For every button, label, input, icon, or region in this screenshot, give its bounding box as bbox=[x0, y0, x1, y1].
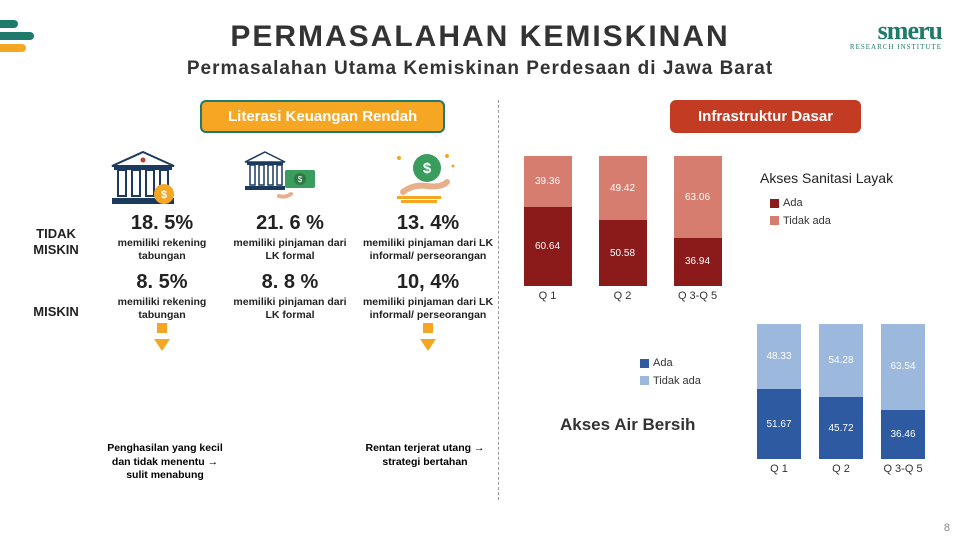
arrow-stem-icon bbox=[423, 323, 433, 333]
bar-xlabel: Q 3-Q 5 bbox=[883, 463, 922, 475]
legend-swatch bbox=[640, 359, 649, 368]
bar-stack: 60.6439.36 bbox=[524, 156, 572, 286]
stat-cell: 13. 4% memiliki pinjaman dari LK informa… bbox=[358, 212, 498, 263]
stat-desc: memiliki rekening tabungan bbox=[102, 296, 222, 322]
bottom-note-1: Penghasilan yang kecil dan tidak menentu… bbox=[100, 442, 230, 483]
chart1-legend: Ada Tidak ada bbox=[770, 195, 831, 230]
stat-cell: 21. 6 % memiliki pinjaman dari LK formal bbox=[230, 212, 350, 263]
legend-label: Ada bbox=[653, 357, 673, 369]
chart2-legend: Ada Tidak ada bbox=[640, 355, 701, 390]
slide: smeru RESEARCH INSTITUTE PERMASALAHAN KE… bbox=[0, 0, 960, 540]
svg-text:$: $ bbox=[160, 189, 166, 201]
svg-text:$: $ bbox=[422, 160, 431, 177]
bar-xlabel: Q 2 bbox=[614, 290, 632, 302]
row-label-tidak-miskin: TIDAK MISKIN bbox=[18, 226, 94, 257]
icons-row: $ $ $ bbox=[100, 148, 465, 210]
bar-segment: 45.72 bbox=[819, 397, 863, 459]
bar-xlabel: Q 1 bbox=[539, 290, 557, 302]
legend-swatch bbox=[640, 376, 649, 385]
stat-cell: 18. 5% memiliki rekening tabungan bbox=[102, 212, 222, 263]
stat-pct: 8. 5% bbox=[102, 271, 222, 294]
bar-column: 50.5849.42 Q 2 bbox=[595, 156, 650, 302]
legend-label: Tidak ada bbox=[653, 375, 701, 387]
bar-column: 36.9463.06 Q 3-Q 5 bbox=[670, 156, 725, 302]
bar-xlabel: Q 3-Q 5 bbox=[678, 290, 717, 302]
bottom-note-2: Rentan terjerat utang → strategi bertaha… bbox=[360, 442, 490, 483]
loan-informal-icon: $ bbox=[380, 148, 465, 210]
row-label-miskin: MISKIN bbox=[18, 304, 94, 320]
bar-segment: 36.46 bbox=[881, 410, 925, 459]
stat-desc: memiliki pinjaman dari LK formal bbox=[230, 296, 350, 322]
bar-segment: 49.42 bbox=[599, 156, 647, 220]
svg-text:$: $ bbox=[297, 175, 302, 184]
stat-pct: 21. 6 % bbox=[230, 212, 350, 235]
bar-segment: 50.58 bbox=[599, 220, 647, 286]
chart-sanitasi: 60.6439.36Q 150.5849.42Q 236.9463.06Q 3-… bbox=[520, 162, 755, 302]
bar-segment: 51.67 bbox=[757, 389, 801, 459]
stat-pct: 10, 4% bbox=[358, 271, 498, 294]
stat-pct: 8. 8 % bbox=[230, 271, 350, 294]
arrow-down-icon bbox=[154, 339, 170, 351]
legend-label: Ada bbox=[783, 197, 803, 209]
bar-stack: 36.4663.54 bbox=[881, 324, 925, 459]
page-title: PERMASALAHAN KEMISKINAN bbox=[0, 20, 960, 54]
stat-cell: 8. 5% memiliki rekening tabungan bbox=[102, 271, 222, 352]
bar-segment: 48.33 bbox=[757, 324, 801, 389]
bar-column: 45.7254.28 Q 2 bbox=[817, 324, 865, 475]
bottom-notes: Penghasilan yang kecil dan tidak menentu… bbox=[100, 442, 490, 483]
stats-grid: TIDAK MISKIN 18. 5% memiliki rekening ta… bbox=[18, 212, 498, 353]
stat-pct: 18. 5% bbox=[102, 212, 222, 235]
loan-formal-icon: $ bbox=[240, 148, 325, 210]
chart2-title: Akses Air Bersih bbox=[560, 415, 695, 435]
bar-column: 60.6439.36 Q 1 bbox=[520, 156, 575, 302]
bar-xlabel: Q 1 bbox=[770, 463, 788, 475]
stat-desc: memiliki pinjaman dari LK formal bbox=[230, 237, 350, 263]
stat-cell: 10, 4% memiliki pinjaman dari LK informa… bbox=[358, 271, 498, 352]
chart1-title: Akses Sanitasi Layak bbox=[760, 170, 930, 186]
legend-swatch bbox=[770, 216, 779, 225]
bar-stack: 51.6748.33 bbox=[757, 324, 801, 459]
bar-segment: 39.36 bbox=[524, 156, 572, 207]
legend-swatch bbox=[770, 199, 779, 208]
bar-segment: 63.06 bbox=[674, 156, 722, 238]
badge-infrastruktur: Infrastruktur Dasar bbox=[670, 100, 861, 133]
arrow-down-icon bbox=[420, 339, 436, 351]
badge-literasi: Literasi Keuangan Rendah bbox=[200, 100, 445, 133]
stat-cell: 8. 8 % memiliki pinjaman dari LK formal bbox=[230, 271, 350, 352]
bar-segment: 54.28 bbox=[819, 324, 863, 397]
bar-xlabel: Q 2 bbox=[832, 463, 850, 475]
bar-stack: 45.7254.28 bbox=[819, 324, 863, 459]
bar-segment: 60.64 bbox=[524, 207, 572, 286]
vertical-divider bbox=[498, 100, 499, 500]
legend-label: Tidak ada bbox=[783, 215, 831, 227]
bar-stack: 36.9463.06 bbox=[674, 156, 722, 286]
stat-desc: memiliki rekening tabungan bbox=[102, 237, 222, 263]
chart-air-bersih: 51.6748.33Q 145.7254.28Q 236.4663.54Q 3-… bbox=[755, 330, 955, 475]
bar-column: 51.6748.33 Q 1 bbox=[755, 324, 803, 475]
bank-icon: $ bbox=[100, 148, 185, 210]
bar-column: 36.4663.54 Q 3-Q 5 bbox=[879, 324, 927, 475]
page-number: 8 bbox=[944, 522, 950, 534]
stat-desc: memiliki pinjaman dari LK informal/ pers… bbox=[358, 296, 498, 322]
page-subtitle: Permasalahan Utama Kemiskinan Perdesaan … bbox=[0, 58, 960, 80]
bar-segment: 36.94 bbox=[674, 238, 722, 286]
stat-pct: 13. 4% bbox=[358, 212, 498, 235]
bar-stack: 50.5849.42 bbox=[599, 156, 647, 286]
arrow-stem-icon bbox=[157, 323, 167, 333]
bar-segment: 63.54 bbox=[881, 324, 925, 410]
stat-desc: memiliki pinjaman dari LK informal/ pers… bbox=[358, 237, 498, 263]
